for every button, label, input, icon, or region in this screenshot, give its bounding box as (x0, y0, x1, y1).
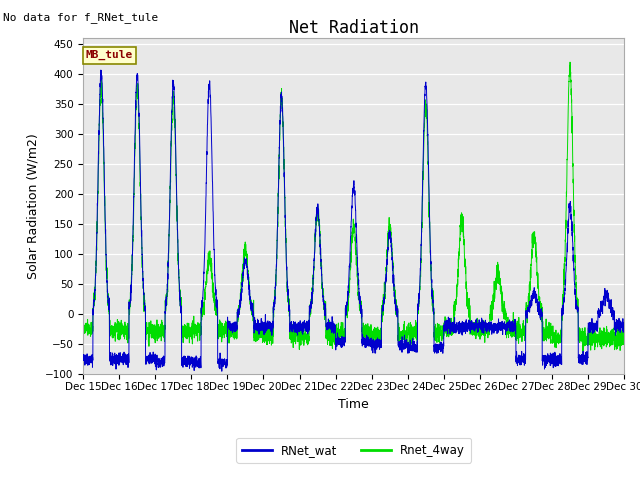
Line: RNet_wat: RNet_wat (83, 70, 624, 371)
Text: MB_tule: MB_tule (86, 50, 133, 60)
RNet_wat (620, 325, 628, 331)
Rnet_4way (79, 325, 87, 331)
Rnet_4way (620, 341, 627, 347)
Legend: RNet_wat, Rnet_4way: RNet_wat, Rnet_4way (236, 438, 471, 463)
RNet_wat (97, 67, 105, 73)
Rnet_4way (177, 300, 184, 305)
RNet_wat (79, 355, 87, 361)
Rnet_4way (620, 338, 628, 344)
Text: No data for f_RNet_tule: No data for f_RNet_tule (3, 12, 159, 23)
Rnet_4way (579, 350, 587, 356)
RNet_wat (620, 323, 627, 328)
Title: Net Radiation: Net Radiation (289, 19, 419, 37)
Rnet_4way (506, 322, 513, 328)
RNet_wat (475, 321, 483, 326)
Rnet_4way (333, 329, 341, 335)
Rnet_4way (475, 329, 483, 335)
RNet_wat (218, 368, 226, 374)
Rnet_4way (445, 334, 452, 340)
X-axis label: Time: Time (338, 397, 369, 410)
RNet_wat (333, 330, 341, 336)
Y-axis label: Solar Radiation (W/m2): Solar Radiation (W/m2) (26, 133, 40, 279)
RNet_wat (445, 324, 452, 330)
Rnet_4way (566, 60, 574, 65)
RNet_wat (506, 325, 513, 331)
RNet_wat (177, 298, 184, 304)
Line: Rnet_4way: Rnet_4way (83, 62, 624, 353)
